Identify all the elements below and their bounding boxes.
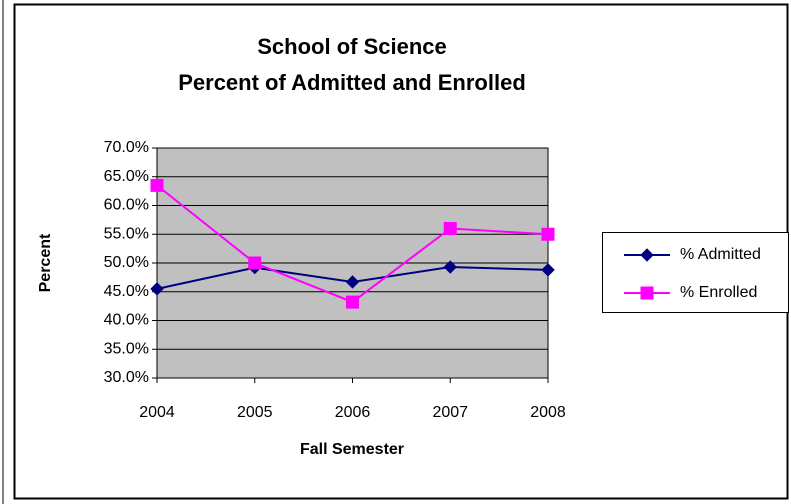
data-point <box>150 178 164 192</box>
x-tick-label: 2006 <box>335 404 371 421</box>
x-tick-label: 2005 <box>237 404 273 421</box>
y-tick-label: 50.0% <box>104 254 149 271</box>
x-tick-label: 2007 <box>432 404 468 421</box>
data-point <box>443 260 457 274</box>
y-tick-label: 60.0% <box>104 197 149 214</box>
y-tick-label: 70.0% <box>104 139 149 156</box>
y-tick-label: 40.0% <box>104 312 149 329</box>
data-point <box>346 295 359 309</box>
y-tick-label: 65.0% <box>104 168 149 185</box>
data-point <box>541 227 555 241</box>
legend-marker <box>640 248 654 262</box>
legend-label: % Admitted <box>680 246 761 263</box>
data-point <box>150 282 164 296</box>
data-point <box>443 222 457 235</box>
legend-box <box>602 232 789 313</box>
legend-marker <box>640 286 654 300</box>
x-tick-label: 2008 <box>530 404 566 421</box>
chart-title: School of Science <box>257 34 447 59</box>
x-axis-label: Fall Semester <box>300 441 404 458</box>
y-tick-label: 45.0% <box>104 283 149 300</box>
y-tick-label: 55.0% <box>104 225 149 242</box>
data-point <box>345 275 360 289</box>
x-tick-label: 2004 <box>139 404 175 421</box>
y-tick-label: 30.0% <box>104 369 149 386</box>
data-point <box>541 263 555 277</box>
data-point <box>248 256 262 270</box>
y-tick-label: 35.0% <box>104 340 149 357</box>
legend-label: % Enrolled <box>680 284 757 301</box>
chart-subtitle: Percent of Admitted and Enrolled <box>178 70 526 95</box>
y-axis-label: Percent <box>37 233 54 292</box>
